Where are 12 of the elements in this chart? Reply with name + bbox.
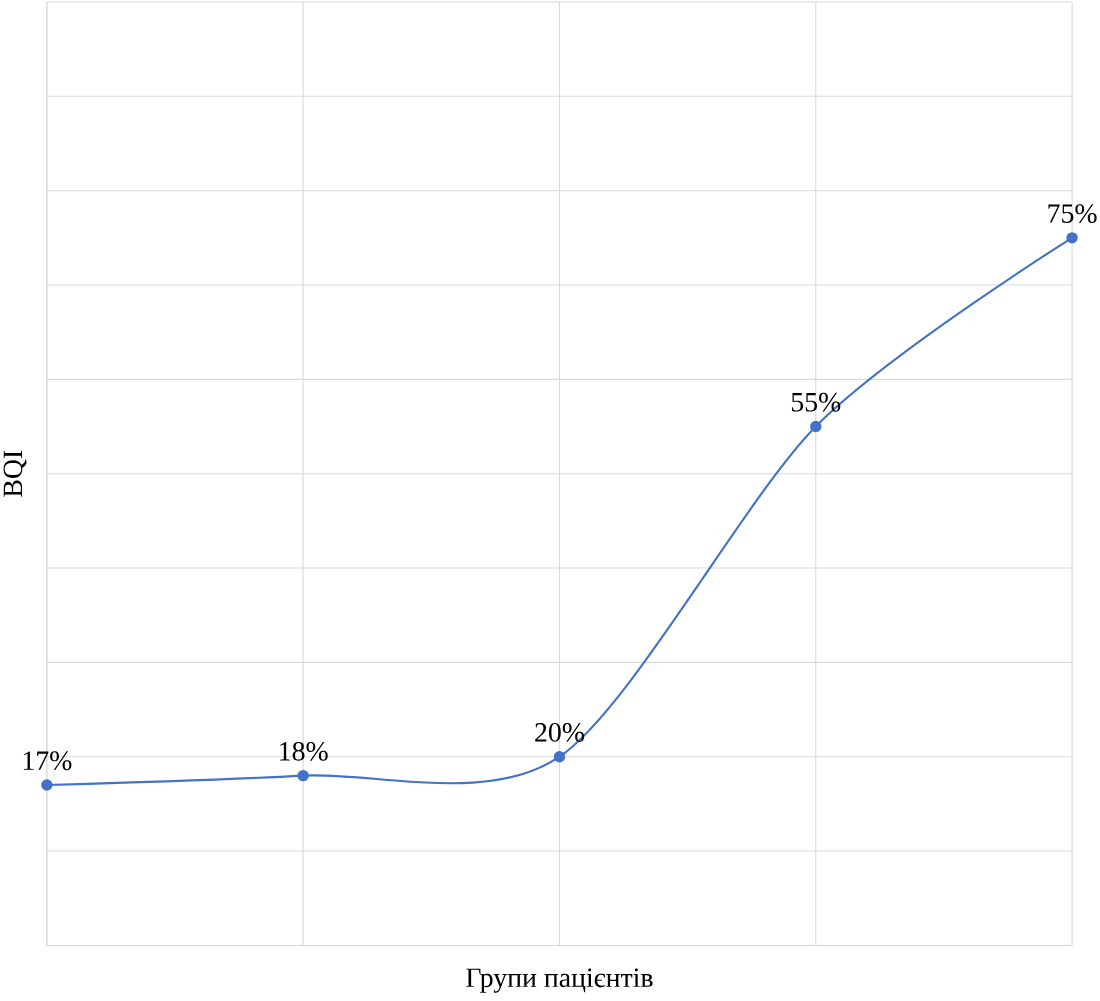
point bbox=[297, 769, 309, 782]
point bbox=[553, 750, 566, 763]
point bbox=[1066, 232, 1078, 244]
point bbox=[810, 420, 822, 433]
point bbox=[41, 779, 53, 791]
data-label: 75% bbox=[1048, 204, 1097, 223]
data-label: 20% bbox=[535, 722, 585, 742]
y-axis-title: BQI bbox=[3, 450, 27, 497]
data-label: 18% bbox=[280, 741, 328, 761]
data-label: 17% bbox=[23, 751, 72, 771]
data-label: 55% bbox=[791, 392, 841, 412]
x-axis-title: Групи пацієнтів bbox=[466, 968, 653, 993]
